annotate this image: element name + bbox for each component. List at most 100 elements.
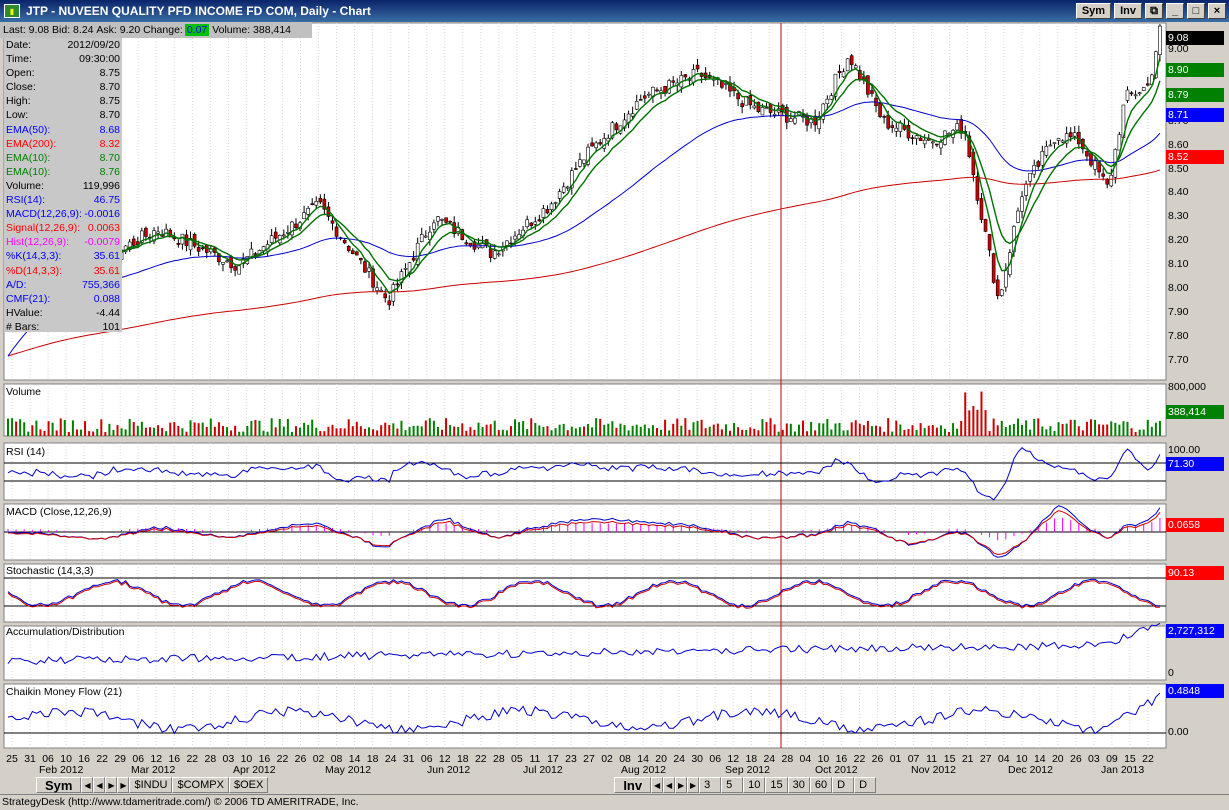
candle-body (355, 251, 359, 256)
inv-button[interactable]: Inv (1114, 3, 1142, 19)
x-day-label: 02 (601, 753, 613, 765)
inv-prev-arrow-icon[interactable]: ◀ (663, 777, 676, 793)
volume-bar (501, 429, 504, 436)
candle-body (764, 107, 769, 110)
candle-body (837, 70, 842, 74)
candle-body (1141, 87, 1146, 91)
interval-tab[interactable]: D (832, 777, 855, 793)
interval-tab[interactable]: 15 (765, 777, 788, 793)
sym-button[interactable]: Sym (1075, 3, 1112, 19)
interval-tab[interactable]: 5 (721, 777, 744, 793)
candle-body (918, 137, 923, 141)
volume-bar (136, 425, 139, 436)
candle-body (1101, 173, 1105, 177)
symbol-tab[interactable]: $INDU (129, 777, 173, 793)
minimize-icon[interactable]: _ (1166, 3, 1184, 19)
volume-bar (968, 410, 971, 436)
detach-icon[interactable]: ⧉ (1145, 3, 1163, 19)
interval-tab[interactable]: D (854, 777, 877, 793)
volume-bar (351, 426, 354, 436)
volume-bar (1029, 429, 1032, 436)
inv-first-arrow-icon[interactable]: ◀ (651, 777, 664, 793)
data-panel: Date: 2012/09/20 Time: 09:30:00 Open: 8.75 Clo… (4, 38, 122, 333)
volume-bar (19, 419, 22, 436)
chart-area[interactable]: 25 31 06 10 16 22 29 06 12 16 22 28 03 10 16 22 26 02 08 14… (0, 22, 1229, 776)
interval-tab[interactable]: 60 (809, 777, 833, 793)
candle-body (225, 260, 229, 263)
x-month-label: Jun 2012 (427, 764, 470, 776)
change-value: 0.07 (184, 24, 210, 36)
volume-bar (793, 431, 796, 436)
candle-body (1145, 83, 1150, 86)
x-day-label: 10 (241, 753, 253, 765)
volume-bar (104, 431, 107, 436)
candle-body (440, 219, 444, 221)
candle-body (525, 219, 529, 227)
last-arrow-icon[interactable]: ▶ (117, 777, 130, 793)
next-arrow-icon[interactable]: ▶ (105, 777, 118, 793)
volume-bar (335, 428, 338, 436)
interval-tab[interactable]: 30 (787, 777, 810, 793)
first-arrow-icon[interactable]: ◀ (81, 777, 94, 793)
data-panel-row: MACD(12,26,9): -0.0016 (4, 207, 122, 221)
x-day-label: 16 (168, 753, 180, 765)
volume-bar (830, 429, 833, 436)
candle-body (833, 73, 838, 97)
candle-body (995, 279, 1000, 296)
candle-body (196, 246, 201, 252)
volume-bar (420, 426, 423, 436)
data-panel-value: 0.088 (93, 292, 120, 305)
candle-body (1020, 196, 1024, 212)
x-day-label: 11 (926, 753, 937, 765)
price-axis-label: 8.40 (1168, 186, 1189, 199)
volume-bar (1138, 429, 1141, 436)
candle-body (452, 222, 456, 234)
volume-bar (566, 430, 569, 436)
inv-last-arrow-icon[interactable]: ▶ (687, 777, 700, 793)
volume-bar (558, 424, 561, 436)
symbol-tab[interactable]: $OEX (228, 777, 269, 793)
price-axis-label: 8.50 (1168, 162, 1189, 175)
candle-body (939, 142, 943, 149)
volume-bar (895, 420, 898, 436)
x-day-label: 21 (962, 753, 974, 765)
volume-bar (700, 419, 703, 436)
volume-bar (144, 427, 147, 436)
price-panel (3, 22, 1167, 381)
ema200-line (7, 169, 1161, 357)
inv-tab[interactable]: Inv (614, 777, 652, 793)
candle-body (955, 123, 959, 131)
maximize-icon[interactable]: □ (1187, 3, 1205, 19)
candle-body (432, 222, 436, 230)
chart-canvas[interactable]: 25 31 06 10 16 22 29 06 12 16 22 28 03 10 16 22 26 02 08 14… (0, 22, 1229, 776)
volume-bar (676, 418, 679, 436)
x-day-label: 16 (836, 753, 848, 765)
candle-body (760, 106, 765, 116)
price-tag: 8.79 (1166, 88, 1224, 102)
prev-arrow-icon[interactable]: ◀ (93, 777, 106, 793)
volume-bar (769, 418, 772, 436)
volume-bar (509, 426, 512, 436)
volume-bar (363, 428, 366, 436)
data-panel-value: 119,996 (82, 179, 120, 192)
interval-tab[interactable]: 3 (699, 777, 722, 793)
candle-body (436, 216, 440, 222)
volume-bar (826, 419, 829, 436)
data-panel-label: Open: (6, 67, 35, 80)
data-panel-row: Hist(12,26,9): -0.0079 (4, 235, 122, 249)
data-panel-label: Date: (6, 39, 32, 51)
interval-tab[interactable]: 10 (743, 777, 766, 793)
candle-body (752, 105, 757, 109)
candle-body (594, 142, 598, 149)
close-icon[interactable]: × (1208, 3, 1226, 19)
candle-body (870, 90, 874, 94)
sym-tab[interactable]: Sym (36, 777, 82, 793)
candle-body (127, 241, 132, 251)
price-axis-label: 8.00 (1168, 282, 1189, 295)
symbol-tab[interactable]: $COMPX (172, 777, 229, 793)
signal-line (7, 510, 1161, 555)
candle-body (598, 142, 602, 145)
x-month-label: May 2012 (325, 764, 371, 776)
inv-next-arrow-icon[interactable]: ▶ (675, 777, 688, 793)
candle-body (176, 243, 181, 245)
